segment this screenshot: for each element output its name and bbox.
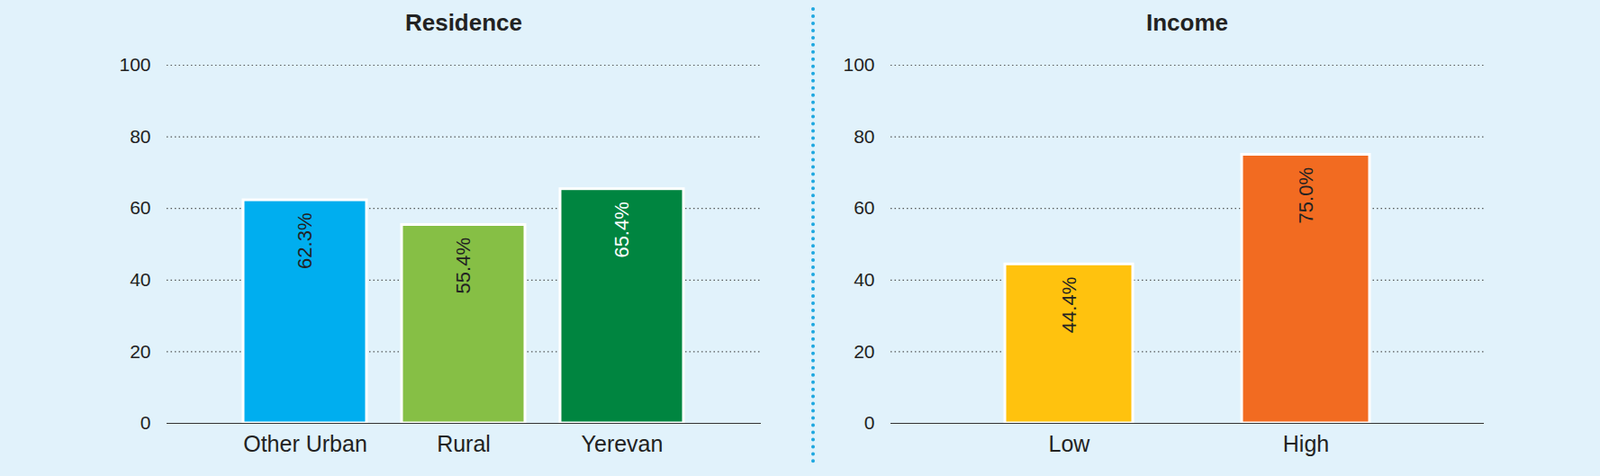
svg-text:100: 100 <box>842 54 875 75</box>
svg-text:80: 80 <box>129 126 151 147</box>
svg-text:Yerevan: Yerevan <box>581 431 664 457</box>
svg-text:60: 60 <box>853 197 875 218</box>
svg-text:80: 80 <box>853 126 875 147</box>
svg-text:40: 40 <box>129 269 151 290</box>
svg-text:62.3%: 62.3% <box>293 213 317 270</box>
svg-text:65.4%: 65.4% <box>610 201 633 258</box>
html-text:Residence: Residence <box>405 9 523 37</box>
svg-text:55.4%: 55.4% <box>451 237 475 294</box>
svg-text:20: 20 <box>129 341 151 362</box>
html-text:Income: Income <box>1146 9 1229 37</box>
svg-text:40: 40 <box>853 269 875 290</box>
svg-text:Low: Low <box>1048 431 1092 457</box>
svg-text:100: 100 <box>118 54 151 75</box>
svg-text:75.0%: 75.0% <box>1294 167 1318 224</box>
svg-text:Other Urban: Other Urban <box>243 431 368 457</box>
svg-text:44.4%: 44.4% <box>1057 277 1081 334</box>
svg-text:20: 20 <box>853 341 875 362</box>
svg-text:Rural: Rural <box>436 431 491 457</box>
svg-text:60: 60 <box>129 197 151 218</box>
svg-text:High: High <box>1283 431 1329 457</box>
svg-text:0: 0 <box>140 412 152 434</box>
svg-text:0: 0 <box>864 412 876 434</box>
